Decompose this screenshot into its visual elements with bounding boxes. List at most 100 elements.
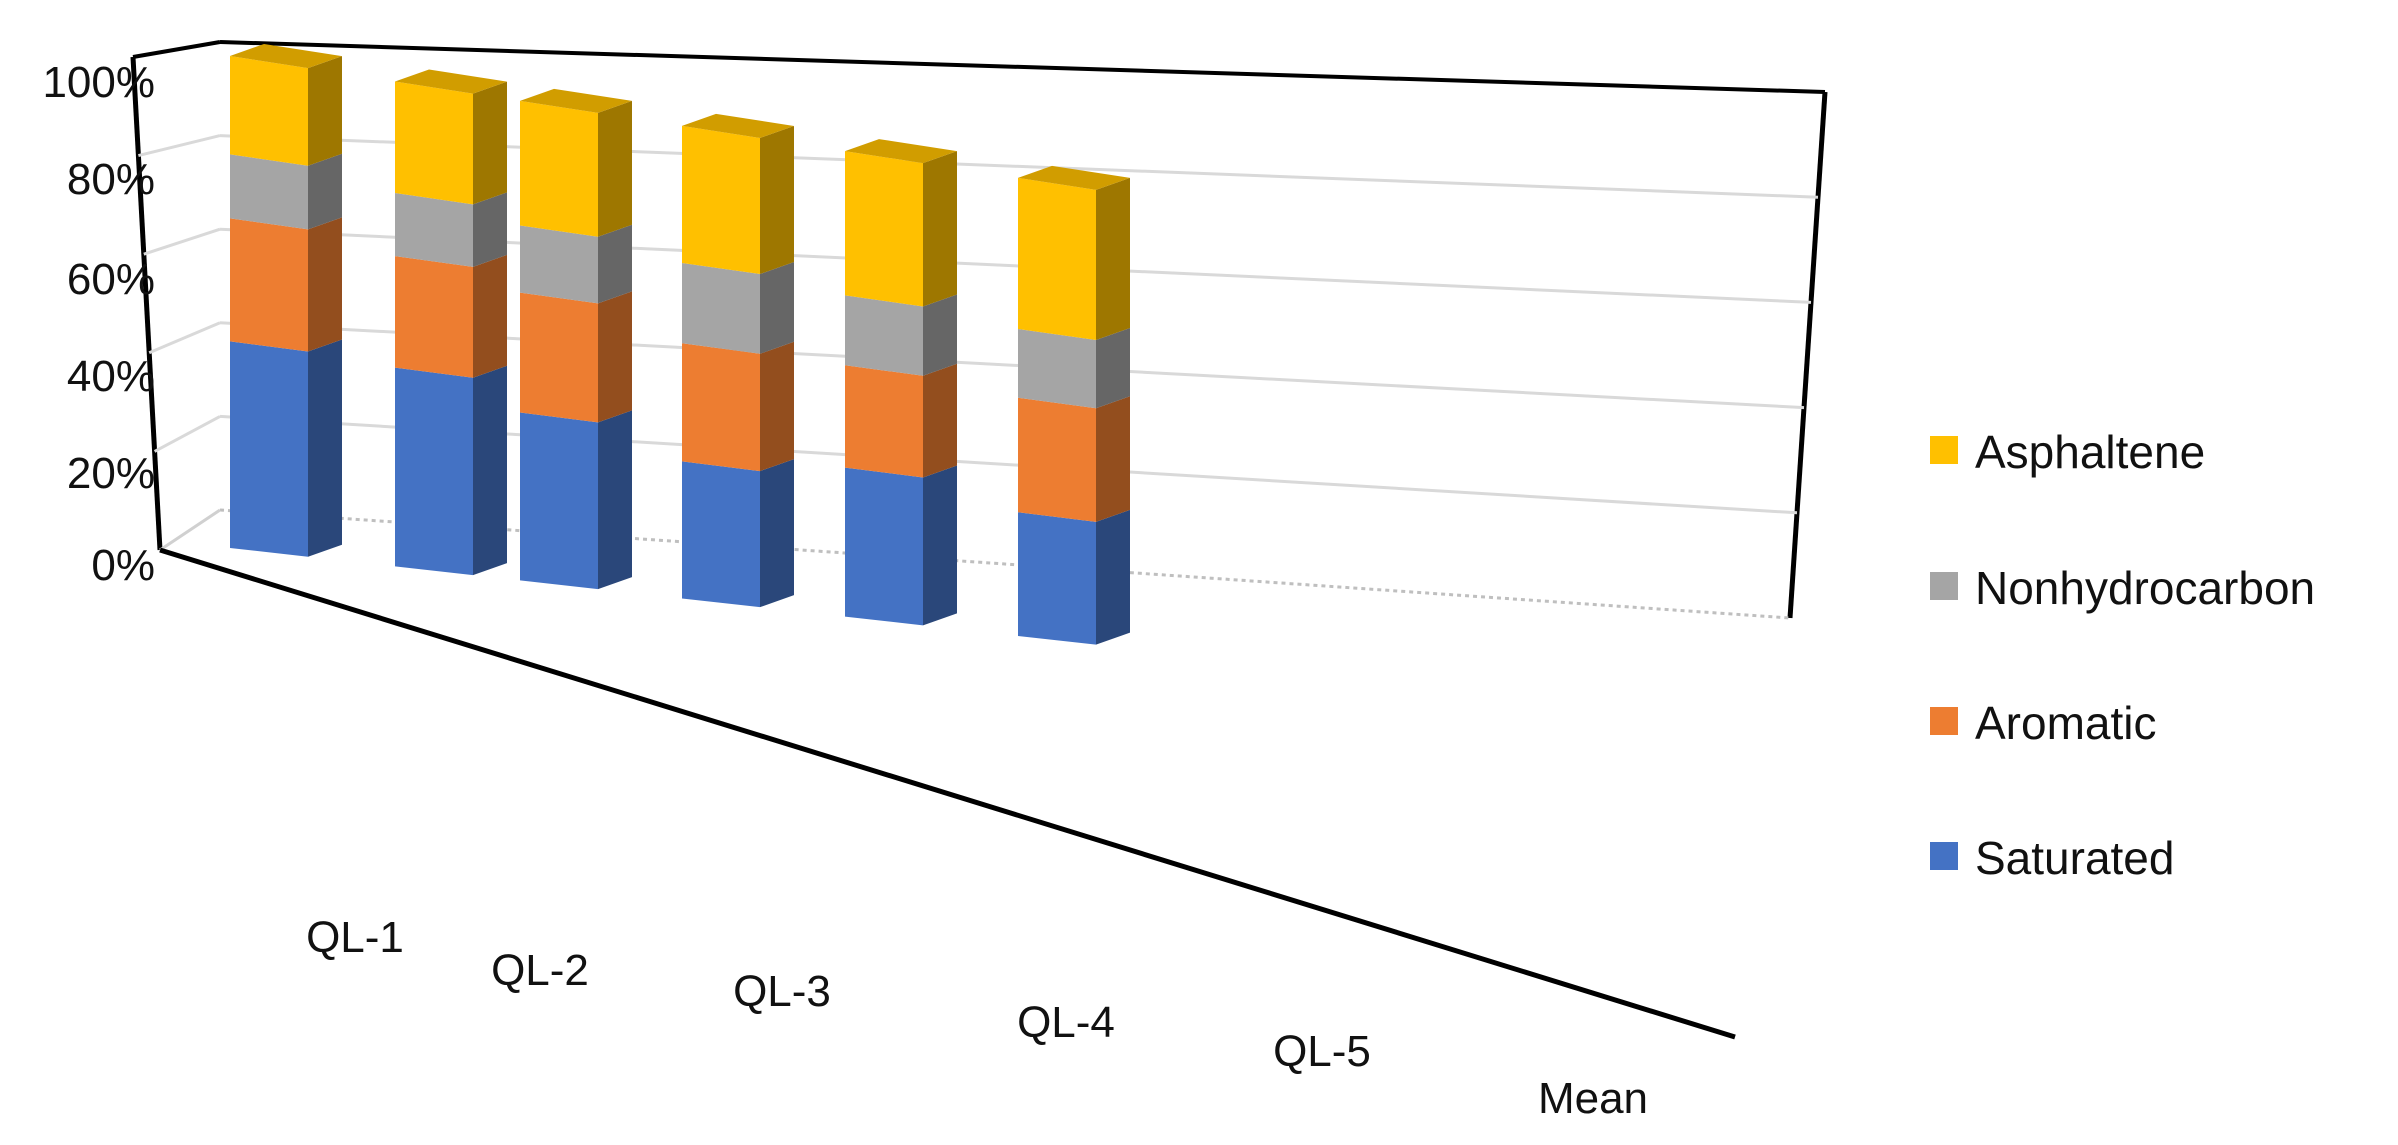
legend-label-nonhydrocarbon: Nonhydrocarbon [1975, 562, 2315, 614]
x-tick-label-ql-4: QL-4 [1017, 998, 1115, 1047]
legend-swatch-nonhydrocarbon [1930, 572, 1958, 600]
x-tick-label-ql-5: QL-5 [1273, 1027, 1371, 1076]
bar-asphaltene-ql-3 [520, 100, 598, 237]
left-wall-top-edge [132, 40, 221, 59]
x-tick-label-ql-2: QL-2 [491, 946, 589, 995]
bar-side-aromatic-ql-2 [473, 254, 507, 378]
y-tick-label-60pct: 60% [67, 255, 155, 304]
bar-side-aromatic-mean [1096, 396, 1130, 522]
bar-side-aromatic-ql-5 [923, 363, 957, 478]
bar-side-saturated-ql-5 [923, 465, 957, 626]
bar-group-ql-2 [395, 69, 507, 576]
bar-side-nonhydrocarbon-ql-2 [473, 192, 507, 267]
bar-nonhydrocarbon-ql-1 [230, 154, 308, 230]
bar-nonhydrocarbon-ql-2 [395, 193, 473, 267]
bar-side-nonhydrocarbon-ql-4 [760, 262, 794, 354]
y-tick-label-80pct: 80% [67, 155, 155, 204]
legend-label-saturated: Saturated [1975, 832, 2174, 884]
legend-label-aromatic: Aromatic [1975, 697, 2156, 749]
bar-top-ql-3 [520, 88, 632, 113]
bar-nonhydrocarbon-ql-3 [520, 225, 598, 304]
bar-saturated-mean [1018, 512, 1096, 645]
bar-top-ql-5 [845, 139, 957, 164]
legend-item-aromatic: Aromatic [1930, 697, 2156, 749]
gridline-left-60 [143, 227, 221, 256]
right-wall-edge [1787, 91, 1828, 619]
bar-side-asphaltene-ql-2 [473, 81, 507, 205]
bar-group-ql-5 [845, 139, 957, 626]
legend-swatch-aromatic [1930, 707, 1958, 735]
bar-saturated-ql-4 [682, 461, 760, 608]
legend-swatch-saturated [1930, 842, 1958, 870]
bar-nonhydrocarbon-ql-4 [682, 262, 760, 354]
legend: Asphaltene Nonhydrocarbon Aromatic Saturate… [1930, 426, 2315, 884]
bar-side-aromatic-ql-3 [598, 291, 632, 423]
bar-group-mean [1018, 165, 1130, 645]
bar-side-asphaltene-ql-3 [598, 100, 632, 237]
bar-group-ql-1 [230, 44, 342, 557]
bar-asphaltene-ql-1 [230, 56, 308, 166]
bar-side-saturated-ql-4 [760, 459, 794, 608]
x-tick-label-ql-3: QL-3 [733, 967, 831, 1016]
chart-walls [130, 40, 1828, 620]
bar-side-asphaltene-ql-1 [308, 56, 342, 166]
legend-label-asphaltene: Asphaltene [1975, 426, 2205, 478]
back-floor-edge [219, 508, 1791, 620]
bar-group-ql-4 [682, 113, 794, 608]
bar-asphaltene-ql-5 [845, 151, 923, 307]
legend-swatch-asphaltene [1930, 436, 1958, 464]
bar-asphaltene-ql-4 [682, 125, 760, 275]
bar-asphaltene-mean [1018, 177, 1096, 340]
bar-aromatic-mean [1018, 397, 1096, 522]
bar-top-mean [1018, 165, 1130, 190]
bar-saturated-ql-3 [520, 412, 598, 590]
y-tick-label-0pct: 0% [91, 541, 155, 590]
bar-side-aromatic-ql-1 [308, 217, 342, 352]
left-wall-front-edge [130, 56, 163, 551]
bar-aromatic-ql-2 [395, 256, 473, 378]
gridline-left-20 [153, 415, 221, 453]
bar-side-nonhydrocarbon-ql-5 [923, 294, 957, 376]
back-wall-top-edge [219, 40, 1826, 94]
bar-nonhydrocarbon-mean [1018, 329, 1096, 409]
y-tick-label-40pct: 40% [67, 352, 155, 401]
gridline-left-80 [138, 134, 221, 158]
bar-side-nonhydrocarbon-ql-1 [308, 153, 342, 230]
bar-top-ql-2 [395, 69, 507, 94]
x-tick-label-ql-1: QL-1 [306, 913, 404, 962]
bar-side-saturated-ql-3 [598, 410, 632, 590]
bar-side-nonhydrocarbon-ql-3 [598, 224, 632, 304]
y-axis-ticks: 0% 20% 40% 60% 80% 100% [42, 58, 155, 590]
bar-side-nonhydrocarbon-mean [1096, 327, 1130, 409]
floor-left-edge [159, 508, 221, 552]
bar-asphaltene-ql-2 [395, 81, 473, 205]
bar-group-ql-3 [520, 88, 632, 590]
x-axis-line [159, 547, 1736, 1040]
bar-top-ql-1 [230, 44, 342, 69]
bar-saturated-ql-5 [845, 467, 923, 626]
bar-nonhydrocarbon-ql-5 [845, 295, 923, 376]
legend-item-saturated: Saturated [1930, 832, 2174, 884]
bar-saturated-ql-1 [230, 341, 308, 557]
bar-side-asphaltene-mean [1096, 177, 1130, 340]
bars [230, 44, 1130, 645]
bar-side-saturated-mean [1096, 509, 1130, 645]
x-tick-label-mean: Mean [1538, 1074, 1648, 1123]
bar-side-saturated-ql-2 [473, 365, 507, 576]
x-axis-category-labels: QL-1 QL-2 QL-3 QL-4 QL-5 Mean [306, 913, 1648, 1123]
bar-aromatic-ql-1 [230, 218, 308, 352]
bar-side-asphaltene-ql-4 [760, 125, 794, 275]
bar-top-ql-4 [682, 113, 794, 138]
bar-aromatic-ql-4 [682, 343, 760, 472]
bar-aromatic-ql-3 [520, 292, 598, 423]
bar-side-asphaltene-ql-5 [923, 151, 957, 307]
bar-saturated-ql-2 [395, 367, 473, 576]
bar-side-saturated-ql-1 [308, 339, 342, 557]
y-tick-label-20pct: 20% [67, 449, 155, 498]
bar-side-aromatic-ql-4 [760, 341, 794, 472]
legend-item-asphaltene: Asphaltene [1930, 426, 2205, 478]
legend-item-nonhydrocarbon: Nonhydrocarbon [1930, 562, 2315, 614]
y-tick-label-100pct: 100% [42, 58, 155, 107]
bar-aromatic-ql-5 [845, 365, 923, 478]
